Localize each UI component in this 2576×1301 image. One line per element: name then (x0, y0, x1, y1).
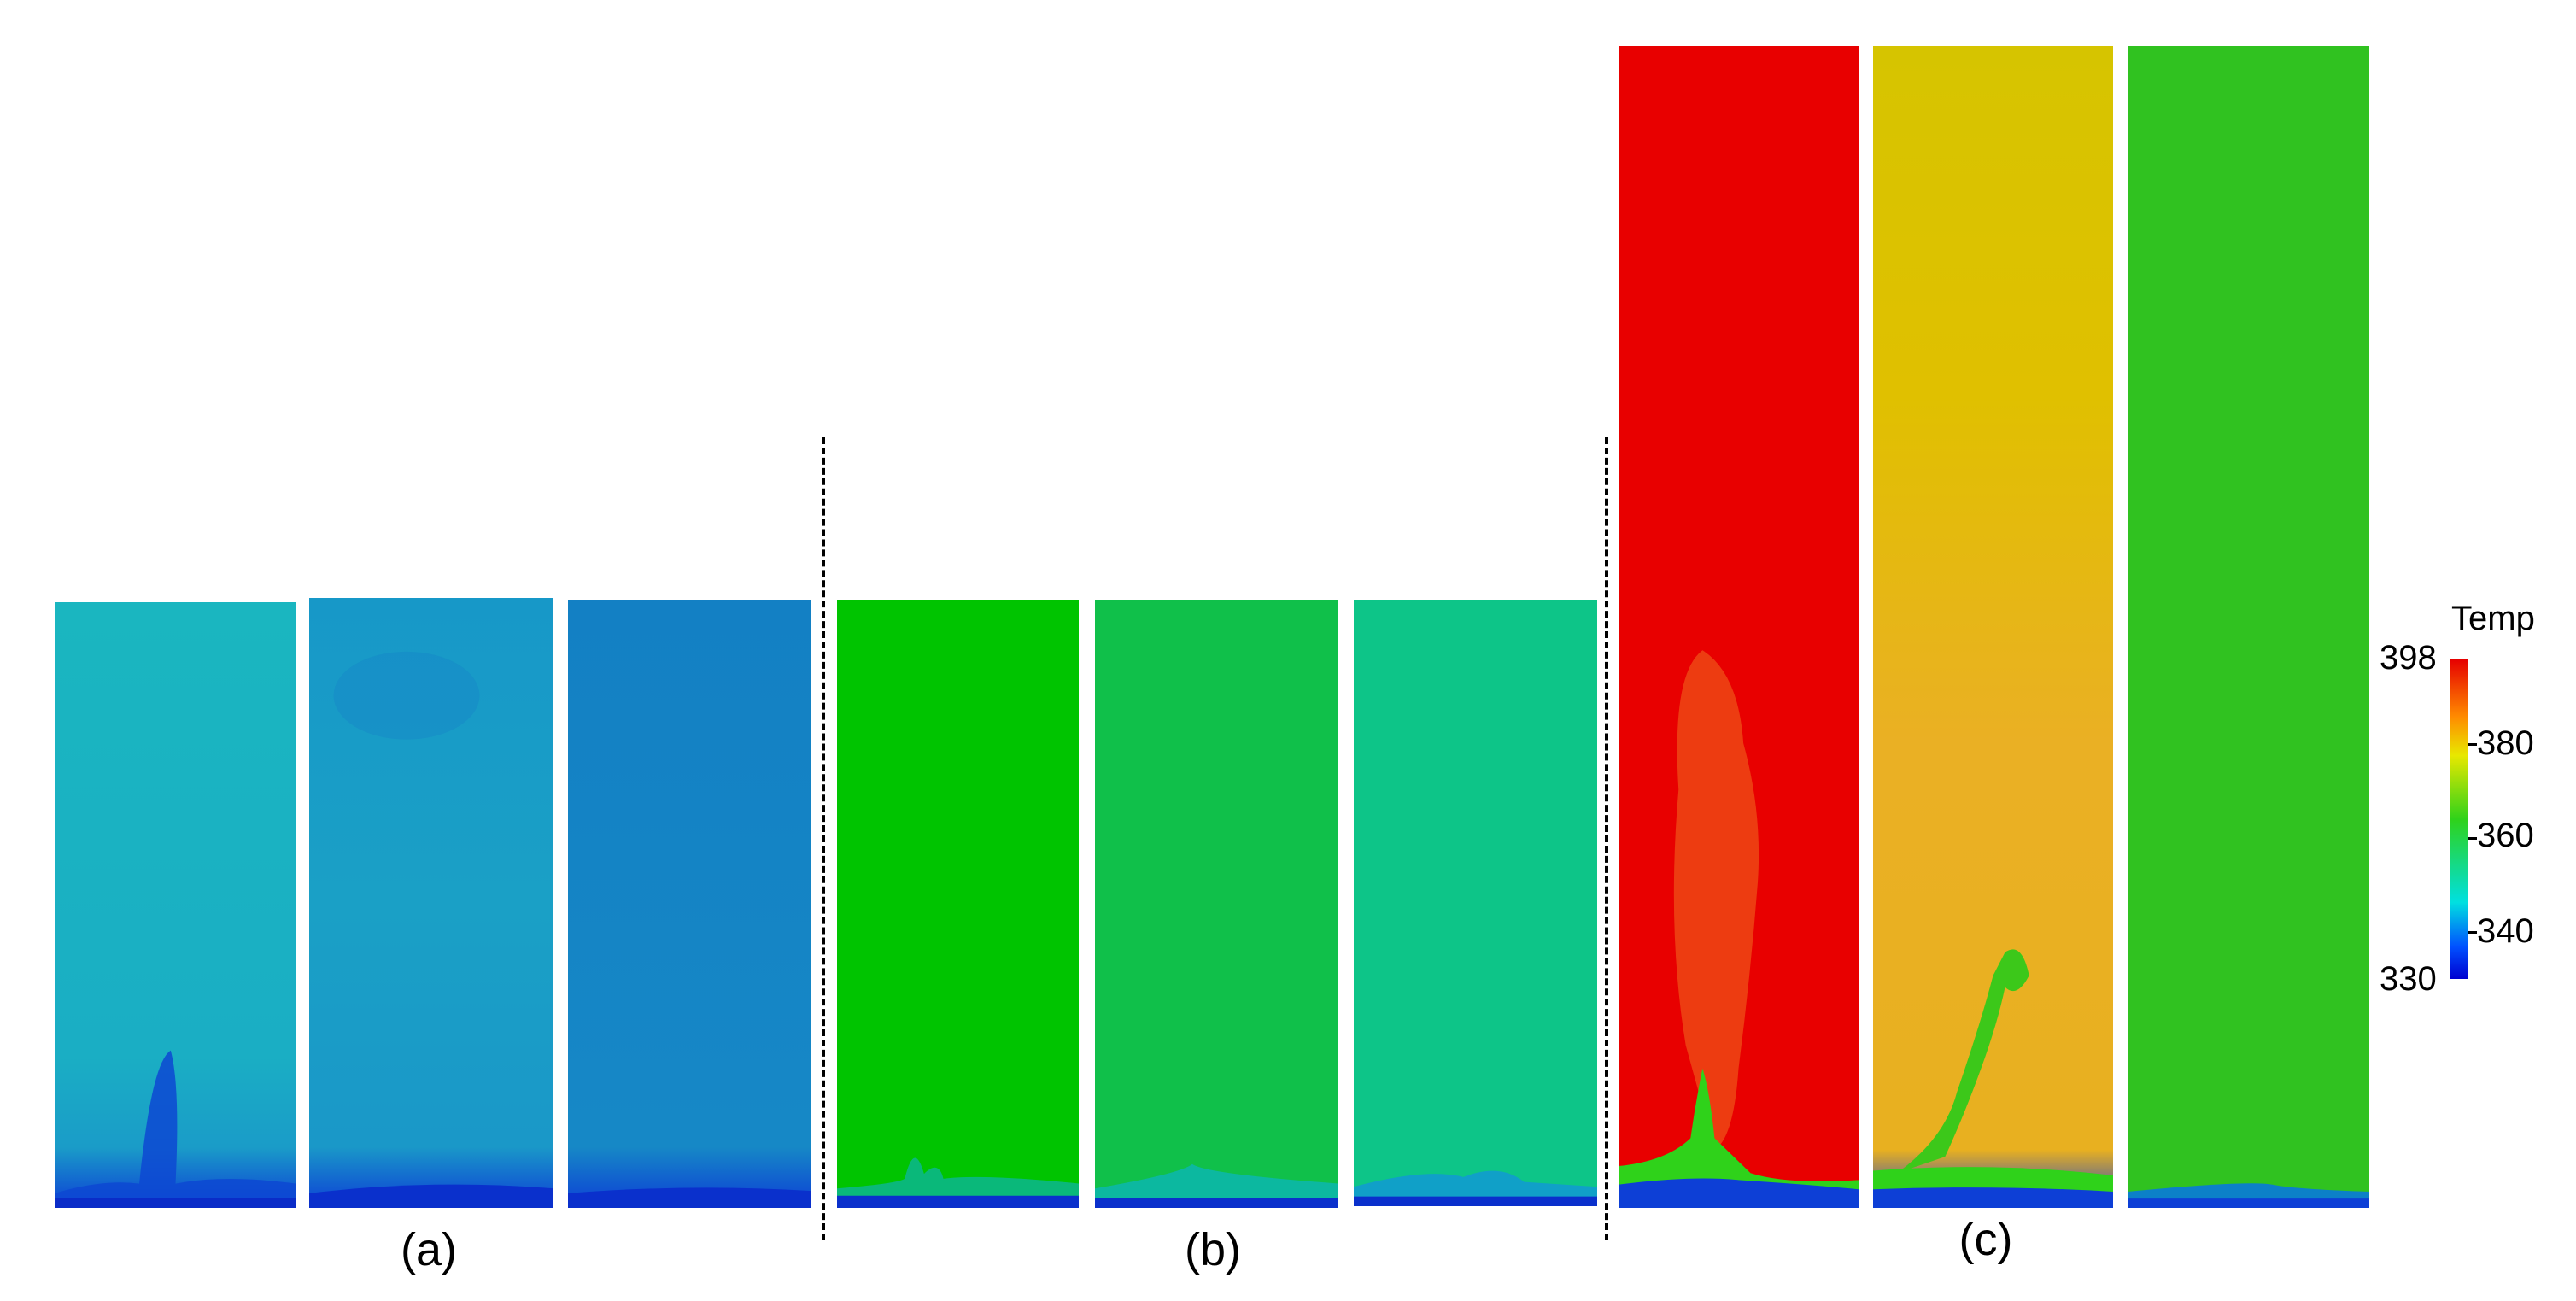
simulation-panel-c1 (1619, 46, 1859, 1208)
simulation-panel-b2 (1095, 600, 1338, 1208)
colorbar-tick-340: 340 (2477, 912, 2534, 950)
simulation-panel-b3 (1354, 600, 1597, 1206)
colorbar-gradient (2450, 659, 2468, 979)
simulation-panel-c3 (2128, 46, 2369, 1208)
colorbar-tick-mark (2468, 837, 2477, 840)
group-label-c: (c) (1958, 1214, 2013, 1265)
colorbar-title: Temp (2451, 600, 2535, 637)
colorbar-tick-380: 380 (2477, 724, 2534, 762)
colorbar-min-label: 330 (2380, 960, 2437, 998)
simulation-panel-c2 (1873, 46, 2113, 1208)
colorbar-max-label: 398 (2380, 639, 2437, 677)
group-divider-ab (822, 437, 825, 1240)
group-divider-bc (1605, 437, 1608, 1240)
group-label-a: (a) (401, 1224, 457, 1275)
group-label-b: (b) (1185, 1224, 1241, 1275)
simulation-panel-a1 (55, 602, 296, 1208)
simulation-panel-a3 (568, 600, 811, 1208)
simulation-panel-b1 (837, 600, 1079, 1208)
colorbar-tick-mark (2468, 931, 2477, 934)
colorbar-tick-mark (2468, 743, 2477, 746)
simulation-panel-a2 (309, 598, 553, 1208)
colorbar-tick-360: 360 (2477, 817, 2534, 854)
